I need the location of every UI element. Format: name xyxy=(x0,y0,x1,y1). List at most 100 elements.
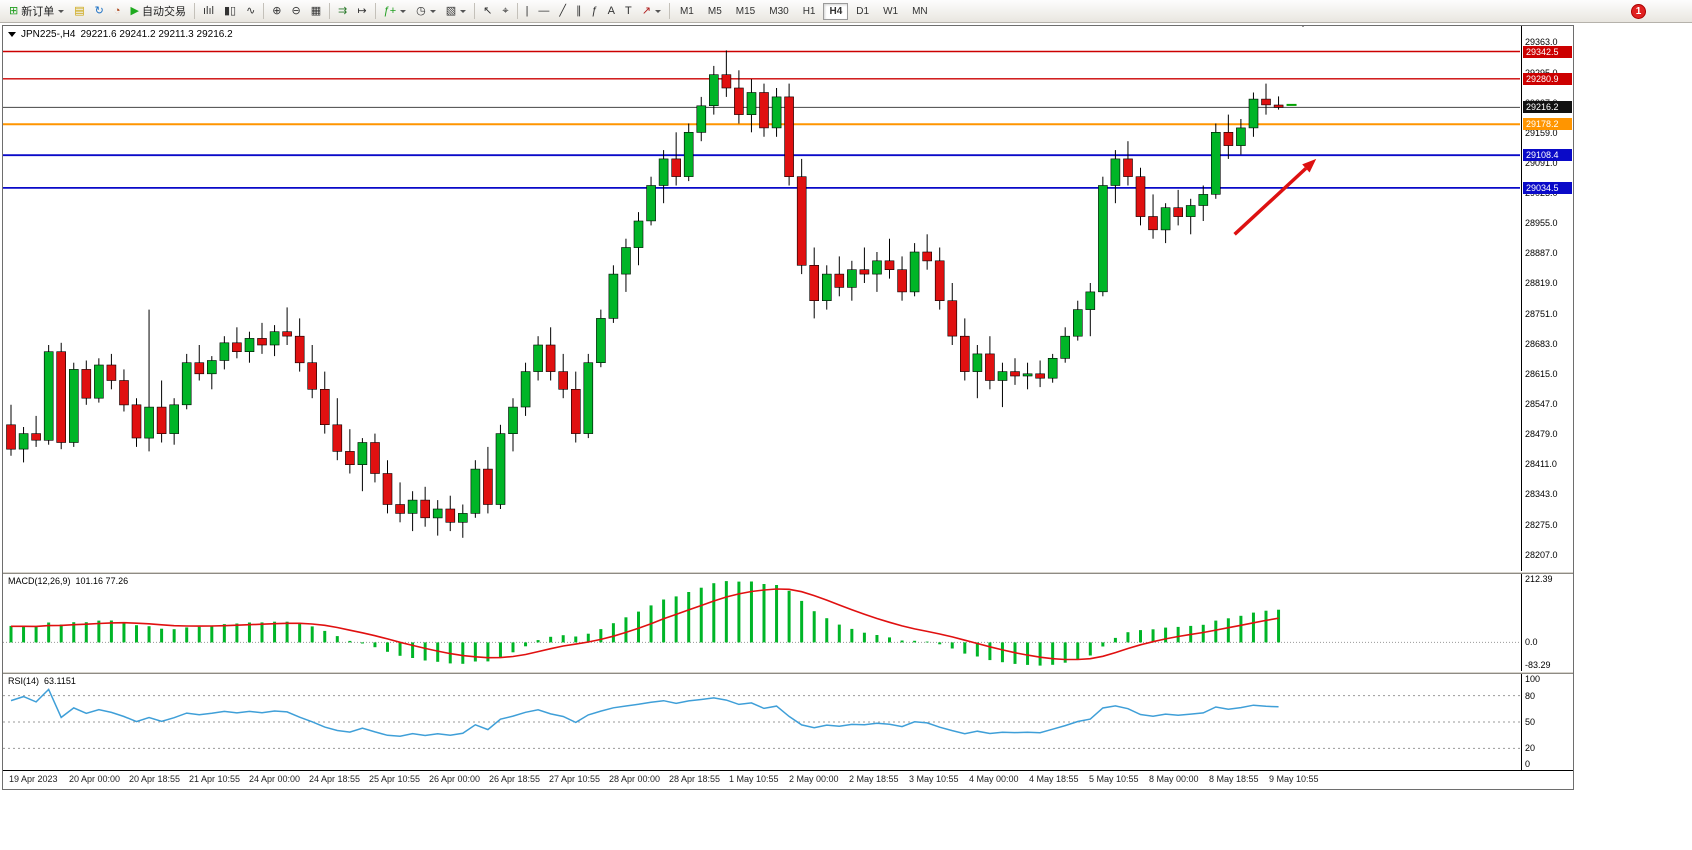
candle xyxy=(1073,309,1083,337)
templates-icon: ▧ xyxy=(445,4,457,17)
toolbar-button-horizontal-line[interactable]: — xyxy=(533,2,554,21)
candle xyxy=(1236,127,1246,146)
timeframe-m15[interactable]: M15 xyxy=(735,5,756,17)
toolbar-button-chart-shift[interactable]: ↦ xyxy=(352,2,371,21)
toolbar-button-crosshair[interactable]: ⌖ xyxy=(497,2,513,21)
candle xyxy=(232,342,242,352)
pane-splitter[interactable] xyxy=(3,571,1573,574)
candle xyxy=(997,371,1008,381)
candle xyxy=(1135,176,1146,217)
rsi-scale-tick: 0 xyxy=(1525,759,1531,769)
rsi-value: 63.1151 xyxy=(44,676,76,686)
candle xyxy=(319,388,330,425)
price-tick: 28343.0 xyxy=(1525,489,1558,500)
price-tick: 28479.0 xyxy=(1525,429,1558,440)
macd-svg xyxy=(3,581,1520,666)
one-click-trading-icon[interactable] xyxy=(8,32,16,37)
candle xyxy=(43,351,54,441)
candle xyxy=(294,335,305,364)
toolbar-button-periods[interactable]: ◷ xyxy=(411,2,441,21)
candle xyxy=(1098,185,1108,293)
timeframe-m30[interactable]: M30 xyxy=(769,5,789,17)
tile-windows-icon: ▦ xyxy=(310,4,322,17)
toolbar-button-line-chart[interactable]: ∿ xyxy=(241,2,260,21)
candle xyxy=(269,331,280,346)
toolbar-button-auto-scroll[interactable]: ⇉ xyxy=(333,2,352,21)
macd-signal-line xyxy=(11,588,1279,661)
toolbar-button-refresh[interactable]: ↻ xyxy=(90,2,109,21)
toolbar-button-zoom-in[interactable]: ⊕ xyxy=(267,2,286,21)
candle xyxy=(495,433,506,505)
price-tick: 29363.0 xyxy=(1525,37,1558,48)
macd-scale[interactable]: 212.39 0.0 -83.29 xyxy=(1521,574,1573,671)
candle xyxy=(1060,335,1070,359)
rsi-svg xyxy=(3,688,1520,749)
toolbar-button-history-center[interactable]: ◔ xyxy=(109,2,126,21)
price-tick: 28955.0 xyxy=(1525,218,1558,229)
candle xyxy=(194,362,205,375)
macd-pane: MACD(12,26,9) 101.16 77.26 212.39 0.0 -83.… xyxy=(3,574,1573,671)
candle xyxy=(508,406,518,435)
candle xyxy=(1198,194,1209,206)
timeframe-mn[interactable]: MN xyxy=(912,5,928,17)
candle xyxy=(633,220,644,248)
timeframe-h4[interactable]: H4 xyxy=(823,2,849,20)
toolbar-button-equidistant-channel[interactable]: ∥ xyxy=(571,2,587,21)
refresh-icon: ↻ xyxy=(94,4,104,17)
timeframe-d1[interactable]: D1 xyxy=(856,5,870,17)
time-tick: 26 Apr 00:00 xyxy=(429,774,481,784)
toolbar-button-text[interactable]: A xyxy=(603,2,620,21)
candle xyxy=(382,473,393,505)
time-tick: 19 Apr 2023 xyxy=(9,774,58,784)
toolbar-button-templates[interactable]: ▧ xyxy=(441,2,471,21)
time-axis[interactable]: 19 Apr 2023 20 Apr 00:00 20 Apr 18:55 21 Ap… xyxy=(3,770,1573,787)
candle xyxy=(457,513,468,523)
toolbar-button-fibonacci[interactable]: ƒ xyxy=(587,2,603,21)
price-scale[interactable]: 29363.029295.029227.029159.029091.029023… xyxy=(1521,26,1573,571)
pane-splitter[interactable] xyxy=(3,671,1573,674)
vertical-line-icon: | xyxy=(525,4,529,17)
toolbar-button-zoom-out[interactable]: ⊖ xyxy=(287,2,306,21)
toolbar-button-tile-windows[interactable]: ▦ xyxy=(306,2,326,21)
new-order-label: 新订单 xyxy=(21,6,55,18)
toolbar-button-new-order[interactable]: ⊞ 新订单 xyxy=(4,2,69,21)
price-plot[interactable] xyxy=(3,26,1521,571)
macd-plot[interactable] xyxy=(3,574,1521,671)
time-tick: 4 May 18:55 xyxy=(1029,774,1079,784)
timeframe-m1[interactable]: M1 xyxy=(679,5,694,17)
rsi-scale-tick: 50 xyxy=(1525,717,1536,727)
rsi-line xyxy=(10,688,1279,737)
time-tick: 4 May 00:00 xyxy=(969,774,1019,784)
rsi-plot[interactable] xyxy=(3,674,1521,770)
candle xyxy=(1148,216,1158,231)
candle xyxy=(445,508,456,523)
toolbar-button-text-label[interactable]: T xyxy=(620,2,637,21)
toolbar-button-candlestick-chart[interactable]: ▮▯ xyxy=(219,2,241,21)
chart-shift-marker[interactable] xyxy=(1299,26,1307,45)
candle xyxy=(169,404,179,434)
toolbar-button-profiles[interactable]: ▤ xyxy=(69,2,89,21)
price-tag: 29034.5 xyxy=(1523,181,1572,194)
trend-arrow[interactable] xyxy=(1233,167,1308,236)
toolbar-button-vertical-line[interactable]: | xyxy=(521,2,534,21)
candle xyxy=(1010,371,1020,377)
toolbar-button-autotrading[interactable]: ▶ 自动交易 xyxy=(126,2,191,21)
toolbar-button-arrows[interactable]: ↗ xyxy=(637,2,666,21)
notification-badge[interactable]: 1 xyxy=(1631,3,1646,19)
toolbar-button-trendline[interactable]: ╱ xyxy=(554,2,571,21)
rsi-scale-tick: 20 xyxy=(1525,743,1536,754)
timeframe-w1[interactable]: W1 xyxy=(883,5,899,17)
dropdown-caret-icon xyxy=(58,9,65,13)
candle xyxy=(207,360,217,375)
candle xyxy=(570,388,581,434)
timeframe-h1[interactable]: H1 xyxy=(802,5,816,17)
candle xyxy=(985,353,995,381)
toolbar-button-indicators[interactable]: ƒ+ xyxy=(379,2,412,21)
candle xyxy=(809,265,820,302)
timeframe-m5[interactable]: M5 xyxy=(707,5,722,17)
rsi-scale[interactable]: 100 80 50 20 0 xyxy=(1521,674,1573,770)
candle xyxy=(909,251,920,293)
candle xyxy=(1223,132,1234,146)
toolbar-button-cursor[interactable]: ↖ xyxy=(478,2,497,21)
toolbar-button-bar-chart[interactable]: ılıl xyxy=(198,2,219,21)
